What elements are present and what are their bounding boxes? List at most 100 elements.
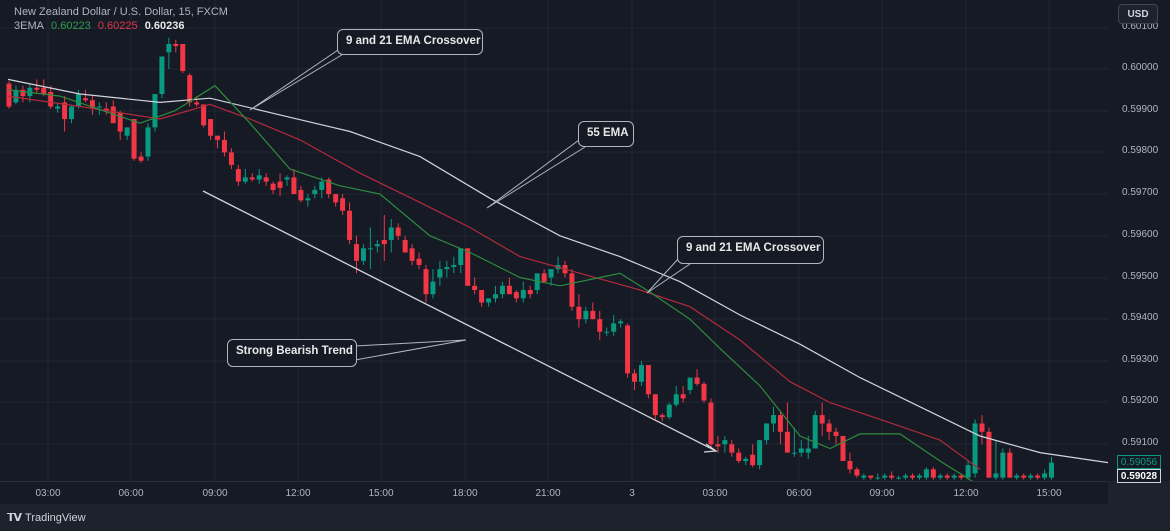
- candle-up: [159, 56, 165, 95]
- candle-down: [472, 285, 478, 291]
- candle-down: [597, 319, 603, 332]
- candle-down: [1007, 452, 1013, 478]
- annotation-crossover-2[interactable]: 9 and 21 EMA Crossover: [677, 236, 824, 264]
- candle-up: [1028, 475, 1034, 478]
- candle-down: [833, 431, 839, 436]
- candle-down: [20, 89, 26, 97]
- price-axis[interactable]: [1108, 0, 1170, 481]
- candle-down: [333, 194, 339, 203]
- tradingview-logo-icon: 𝗧𝗩: [7, 512, 22, 524]
- currency-button[interactable]: USD: [1118, 4, 1158, 24]
- candle-down: [1035, 475, 1041, 478]
- price-tick-label: 0.59100: [1122, 437, 1159, 448]
- candle-up: [951, 475, 957, 478]
- candle-down: [986, 431, 992, 478]
- candle-up: [360, 248, 366, 261]
- candle-up: [458, 248, 464, 265]
- candle-up: [903, 475, 909, 478]
- candle-up: [55, 106, 61, 109]
- candle-down: [694, 377, 700, 384]
- candle-down: [708, 402, 714, 445]
- candle-down: [201, 104, 207, 126]
- candle-down: [736, 452, 742, 461]
- candle-up: [861, 475, 867, 478]
- candle-up: [13, 89, 19, 103]
- candle-down: [784, 431, 790, 453]
- candle-down: [194, 102, 200, 105]
- candle-down: [576, 306, 582, 320]
- time-tick-label: 21:00: [535, 488, 561, 499]
- candle-up: [1042, 473, 1048, 478]
- candle-down: [777, 415, 783, 432]
- candle-up: [76, 94, 81, 107]
- candle-down: [82, 98, 88, 101]
- ema9-value: 0.60223: [51, 20, 91, 32]
- candle-up: [743, 458, 749, 461]
- time-tick-label: 18:00: [452, 488, 478, 499]
- candle-up: [764, 423, 770, 441]
- annotation-bearish-trend[interactable]: Strong Bearish Trend: [227, 339, 357, 367]
- candle-down: [569, 273, 575, 307]
- candle-down: [6, 83, 12, 107]
- candle-down: [354, 244, 359, 261]
- candle-up: [493, 294, 498, 299]
- candle-down: [423, 269, 429, 295]
- time-tick-label: 06:00: [786, 488, 812, 499]
- time-axis[interactable]: [0, 482, 1108, 504]
- time-tick-label: 15:00: [368, 488, 394, 499]
- candle-up: [486, 298, 492, 303]
- candle-down: [187, 75, 193, 103]
- candle-up: [520, 290, 526, 299]
- ema-price-tag: 0.59056: [1117, 455, 1161, 469]
- indicator-legend[interactable]: 3EMA 0.60223 0.60225 0.60236: [14, 19, 228, 33]
- candle-down: [110, 106, 116, 124]
- price-chart[interactable]: [0, 0, 1108, 481]
- candle-up: [1049, 462, 1054, 478]
- candle-down: [819, 415, 825, 424]
- candle-up: [666, 404, 672, 418]
- candle-down: [847, 460, 853, 470]
- candle-up: [937, 475, 943, 478]
- trend-arrow-line[interactable]: [202, 190, 717, 452]
- price-tick-label: 0.59200: [1122, 395, 1159, 406]
- ema55-line: [7, 78, 1108, 464]
- candle-up: [604, 331, 610, 333]
- candle-down: [395, 227, 401, 236]
- annotation-ema55[interactable]: 55 EMA: [578, 121, 634, 147]
- candle-down: [173, 43, 179, 47]
- candle-up: [722, 440, 728, 445]
- candle-down: [854, 469, 860, 476]
- price-tick-label: 0.59400: [1122, 312, 1159, 323]
- time-tick-label: 12:00: [953, 488, 979, 499]
- candle-up: [430, 281, 436, 295]
- candle-down: [34, 87, 40, 90]
- ema9-line: [7, 84, 974, 481]
- candle-down: [729, 444, 735, 453]
- candle-down: [826, 423, 832, 432]
- candle-down: [506, 285, 512, 295]
- indicator-name: 3EMA: [14, 20, 44, 32]
- candle-down: [465, 248, 471, 286]
- tradingview-logo[interactable]: 𝗧𝗩 TradingView: [7, 511, 86, 525]
- candle-up: [896, 477, 902, 479]
- callout-pointer-crossover-2: [646, 257, 691, 294]
- candle-up: [673, 394, 679, 405]
- candle-down: [840, 435, 846, 461]
- candle-up: [319, 181, 325, 190]
- candle-up: [69, 106, 75, 120]
- candle-up: [812, 415, 818, 449]
- candle-up: [618, 321, 624, 324]
- candle-down: [89, 100, 95, 109]
- candle-down: [715, 444, 721, 447]
- candle-up: [798, 448, 804, 453]
- candle-down: [326, 179, 332, 195]
- candle-up: [882, 475, 888, 478]
- candle-down: [632, 373, 637, 382]
- annotation-crossover-1[interactable]: 9 and 21 EMA Crossover: [337, 29, 483, 55]
- candle-down: [750, 454, 756, 466]
- brand-name: TradingView: [25, 511, 86, 524]
- candle-down: [48, 91, 54, 107]
- price-tick-label: 0.59300: [1122, 354, 1159, 365]
- time-tick-label: 09:00: [202, 488, 228, 499]
- price-tick-label: 0.59600: [1122, 229, 1159, 240]
